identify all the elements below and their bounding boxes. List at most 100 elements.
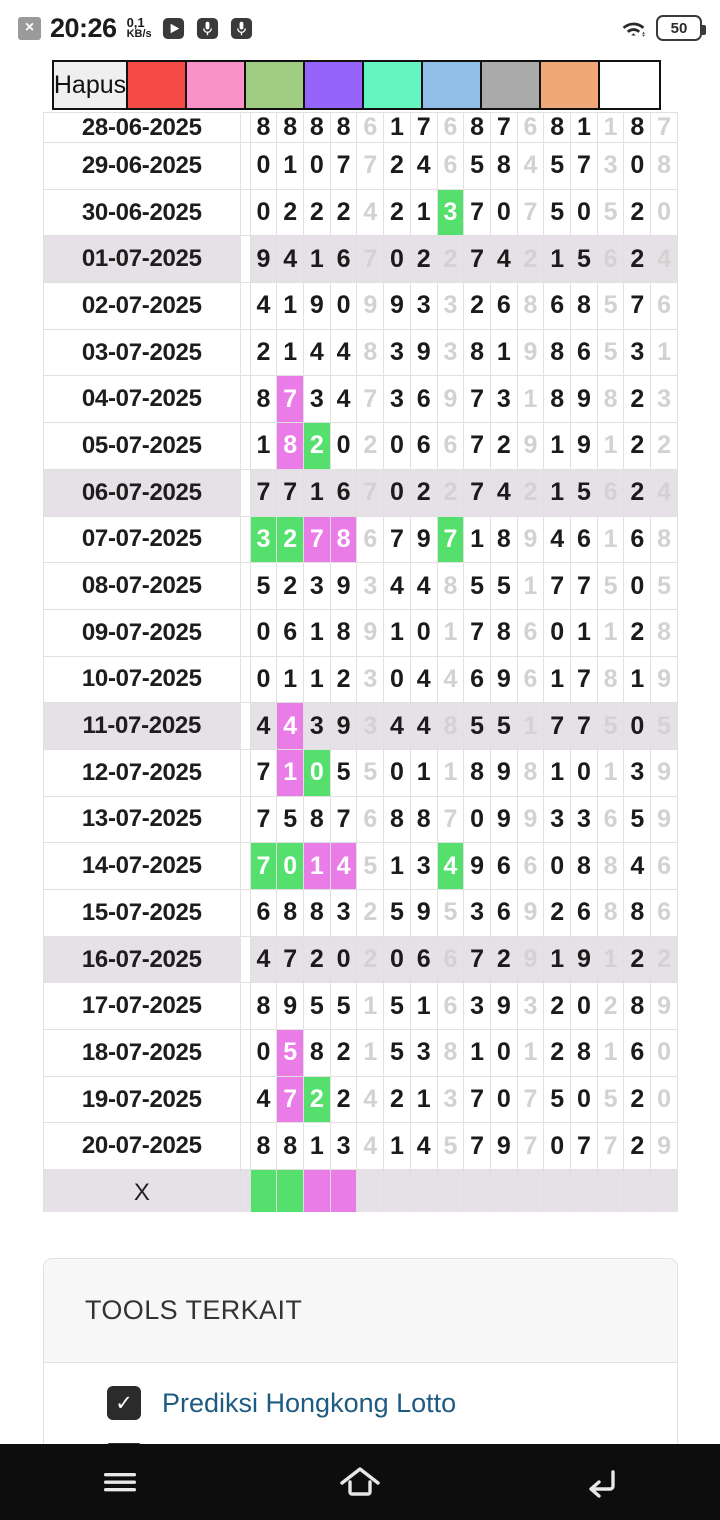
digit-cell[interactable]: 4 bbox=[329, 842, 358, 890]
summary-cell[interactable] bbox=[303, 1169, 331, 1212]
digit-cell[interactable]: 0 bbox=[650, 1075, 678, 1124]
clear-button[interactable]: Hapus bbox=[54, 62, 128, 108]
digit-cell[interactable]: 8 bbox=[463, 112, 491, 143]
digit-cell[interactable]: 1 bbox=[303, 235, 331, 284]
digit-cell[interactable]: 1 bbox=[570, 112, 598, 143]
digit-cell[interactable]: 4 bbox=[650, 468, 678, 517]
digit-cell[interactable]: 9 bbox=[356, 608, 385, 657]
digit-cell[interactable]: 9 bbox=[650, 795, 678, 844]
swatch-red[interactable] bbox=[128, 62, 187, 108]
digit-cell[interactable]: 6 bbox=[489, 889, 518, 937]
digit-cell[interactable]: 7 bbox=[249, 795, 278, 844]
digit-cell[interactable]: 9 bbox=[489, 982, 518, 1031]
digit-cell[interactable]: 5 bbox=[463, 142, 491, 190]
digit-cell[interactable]: 7 bbox=[570, 702, 598, 750]
digit-cell[interactable]: 9 bbox=[409, 889, 438, 937]
digit-cell[interactable]: 8 bbox=[489, 515, 518, 564]
digit-cell[interactable]: 7 bbox=[356, 375, 385, 424]
digit-cell[interactable]: 2 bbox=[543, 889, 572, 937]
swatch-lightblue[interactable] bbox=[423, 62, 482, 108]
digit-cell[interactable]: 2 bbox=[650, 935, 678, 984]
digit-cell[interactable]: 6 bbox=[436, 422, 465, 470]
digit-cell[interactable]: 3 bbox=[303, 562, 331, 610]
digit-cell[interactable]: 8 bbox=[249, 375, 278, 424]
digit-cell[interactable]: 6 bbox=[436, 935, 465, 984]
digit-cell[interactable]: 1 bbox=[436, 748, 465, 797]
digit-cell[interactable]: 8 bbox=[276, 112, 305, 143]
digit-cell[interactable]: 8 bbox=[436, 1029, 465, 1077]
digit-cell[interactable]: 7 bbox=[570, 142, 598, 190]
digit-cell[interactable]: 3 bbox=[303, 375, 331, 424]
digit-cell[interactable]: 7 bbox=[463, 375, 491, 424]
swatch-gray[interactable] bbox=[482, 62, 541, 108]
digit-cell[interactable]: 2 bbox=[383, 142, 411, 190]
swatch-aquamarine[interactable] bbox=[364, 62, 423, 108]
digit-cell[interactable]: 0 bbox=[249, 142, 278, 190]
digit-cell[interactable]: 8 bbox=[356, 328, 385, 377]
digit-cell[interactable]: 8 bbox=[276, 422, 305, 470]
digit-cell[interactable]: 5 bbox=[303, 982, 331, 1031]
digit-cell[interactable]: 9 bbox=[409, 515, 438, 564]
digit-cell[interactable]: 2 bbox=[276, 562, 305, 610]
digit-cell[interactable]: 1 bbox=[409, 982, 438, 1031]
digit-cell[interactable]: 6 bbox=[516, 655, 545, 704]
digit-cell[interactable]: 2 bbox=[436, 468, 465, 517]
digit-cell[interactable]: 5 bbox=[489, 562, 518, 610]
digit-cell[interactable]: 7 bbox=[303, 515, 331, 564]
digit-cell[interactable]: 0 bbox=[570, 748, 598, 797]
summary-cell[interactable] bbox=[329, 1169, 358, 1212]
digit-cell[interactable]: 1 bbox=[543, 748, 572, 797]
digit-cell[interactable]: 1 bbox=[543, 235, 572, 284]
digit-cell[interactable]: 4 bbox=[516, 142, 545, 190]
digit-cell[interactable]: 3 bbox=[409, 842, 438, 890]
digit-cell[interactable]: 8 bbox=[329, 515, 358, 564]
summary-cell[interactable] bbox=[489, 1169, 518, 1212]
digit-cell[interactable]: 8 bbox=[623, 889, 652, 937]
digit-cell[interactable]: 7 bbox=[383, 515, 411, 564]
digit-cell[interactable]: 7 bbox=[543, 702, 572, 750]
summary-cell[interactable] bbox=[276, 1169, 305, 1212]
digit-cell[interactable]: 1 bbox=[516, 1029, 545, 1077]
digit-cell[interactable]: 0 bbox=[303, 142, 331, 190]
digit-cell[interactable]: 9 bbox=[516, 795, 545, 844]
digit-cell[interactable]: 3 bbox=[329, 1122, 358, 1171]
summary-cell[interactable] bbox=[249, 1169, 278, 1212]
digit-cell[interactable]: 5 bbox=[596, 562, 625, 610]
digit-cell[interactable]: 4 bbox=[489, 235, 518, 284]
digit-cell[interactable]: 8 bbox=[383, 795, 411, 844]
digit-cell[interactable]: 3 bbox=[623, 748, 652, 797]
swatch-pink[interactable] bbox=[187, 62, 246, 108]
digit-cell[interactable]: 3 bbox=[596, 142, 625, 190]
digit-cell[interactable]: 2 bbox=[383, 188, 411, 237]
digit-cell[interactable]: 9 bbox=[489, 1122, 518, 1171]
digit-cell[interactable]: 7 bbox=[570, 655, 598, 704]
summary-cell[interactable] bbox=[463, 1169, 491, 1212]
digit-cell[interactable]: 1 bbox=[409, 1075, 438, 1124]
summary-cell[interactable] bbox=[596, 1169, 625, 1212]
digit-cell[interactable]: 5 bbox=[623, 795, 652, 844]
digit-cell[interactable]: 8 bbox=[409, 795, 438, 844]
digit-cell[interactable]: 7 bbox=[516, 1122, 545, 1171]
digit-cell[interactable]: 0 bbox=[276, 842, 305, 890]
digit-cell[interactable]: 9 bbox=[650, 655, 678, 704]
digit-cell[interactable]: 7 bbox=[329, 795, 358, 844]
digit-cell[interactable]: 0 bbox=[329, 935, 358, 984]
swatch-green[interactable] bbox=[246, 62, 305, 108]
digit-cell[interactable]: 6 bbox=[596, 468, 625, 517]
digit-cell[interactable]: 2 bbox=[329, 1029, 358, 1077]
digit-cell[interactable]: 7 bbox=[276, 935, 305, 984]
digit-cell[interactable]: 9 bbox=[356, 282, 385, 330]
digit-cell[interactable]: 0 bbox=[383, 935, 411, 984]
digit-cell[interactable]: 2 bbox=[276, 515, 305, 564]
digit-cell[interactable]: 8 bbox=[303, 1029, 331, 1077]
digit-cell[interactable]: 9 bbox=[329, 562, 358, 610]
digit-cell[interactable]: 7 bbox=[249, 468, 278, 517]
digit-cell[interactable]: 6 bbox=[356, 515, 385, 564]
digit-cell[interactable]: 4 bbox=[249, 1075, 278, 1124]
digit-cell[interactable]: 5 bbox=[276, 795, 305, 844]
digit-cell[interactable]: 6 bbox=[596, 235, 625, 284]
digit-cell[interactable]: 7 bbox=[249, 748, 278, 797]
digit-cell[interactable]: 6 bbox=[516, 842, 545, 890]
digit-cell[interactable]: 3 bbox=[356, 655, 385, 704]
digit-cell[interactable]: 1 bbox=[276, 282, 305, 330]
